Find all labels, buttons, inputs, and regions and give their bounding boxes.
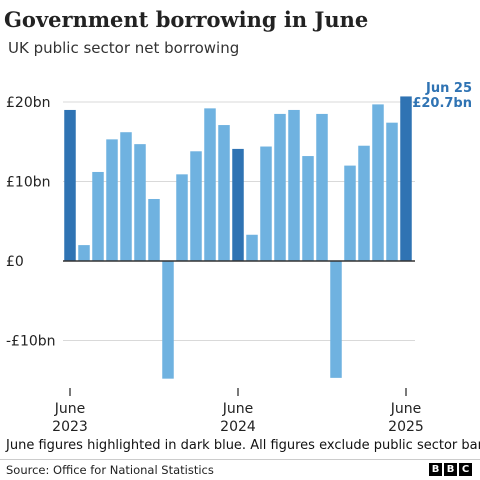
x-tick-label: 2025 bbox=[388, 419, 424, 435]
bar bbox=[274, 113, 286, 261]
bar-chart: £20bn £10bn £0 -£10bn June 2023 June 2024 June 20… bbox=[6, 81, 472, 435]
chart-footnote: June figures highlighted in dark blue. A… bbox=[6, 438, 480, 453]
bar bbox=[260, 146, 272, 261]
chart-title: Government borrowing in June bbox=[4, 7, 369, 32]
bar bbox=[400, 96, 412, 261]
bar bbox=[106, 139, 118, 261]
annotation-value: £20.7bn bbox=[412, 96, 472, 111]
x-tick-label: 2023 bbox=[52, 419, 88, 435]
x-tick-label: June bbox=[390, 401, 422, 417]
bar bbox=[176, 174, 188, 261]
y-tick-label: £10bn bbox=[6, 175, 50, 191]
y-tick-label: £20bn bbox=[6, 95, 50, 111]
bar bbox=[288, 109, 300, 261]
bbc-logo: B B C bbox=[429, 463, 472, 476]
bar bbox=[232, 148, 244, 261]
y-tick-label: -£10bn bbox=[6, 334, 56, 350]
x-tick-label: 2024 bbox=[220, 419, 256, 435]
bar bbox=[134, 144, 146, 261]
logo-letter: B bbox=[444, 463, 457, 476]
bar bbox=[190, 151, 202, 261]
bar bbox=[162, 261, 174, 379]
annotation-label: Jun 25 bbox=[425, 81, 472, 96]
bar bbox=[120, 132, 132, 261]
bar bbox=[316, 113, 328, 261]
bar bbox=[302, 156, 314, 261]
bar bbox=[64, 109, 76, 261]
x-tick-label: June bbox=[54, 401, 86, 417]
x-tick-label: June bbox=[222, 401, 254, 417]
bar bbox=[372, 104, 384, 261]
bar bbox=[358, 145, 370, 261]
bar bbox=[218, 125, 230, 261]
bar bbox=[204, 108, 216, 261]
bar bbox=[92, 171, 104, 261]
chart-subtitle: UK public sector net borrowing bbox=[8, 39, 240, 57]
logo-letter: B bbox=[429, 463, 442, 476]
bar bbox=[344, 165, 356, 261]
bar bbox=[148, 198, 160, 261]
bar bbox=[246, 234, 258, 261]
bar bbox=[330, 261, 342, 378]
source-note: Source: Office for National Statistics bbox=[6, 463, 214, 477]
bar bbox=[386, 122, 398, 261]
logo-letter: C bbox=[459, 463, 472, 476]
footer-divider bbox=[0, 459, 480, 460]
bar bbox=[78, 245, 90, 261]
y-tick-label: £0 bbox=[6, 254, 24, 270]
